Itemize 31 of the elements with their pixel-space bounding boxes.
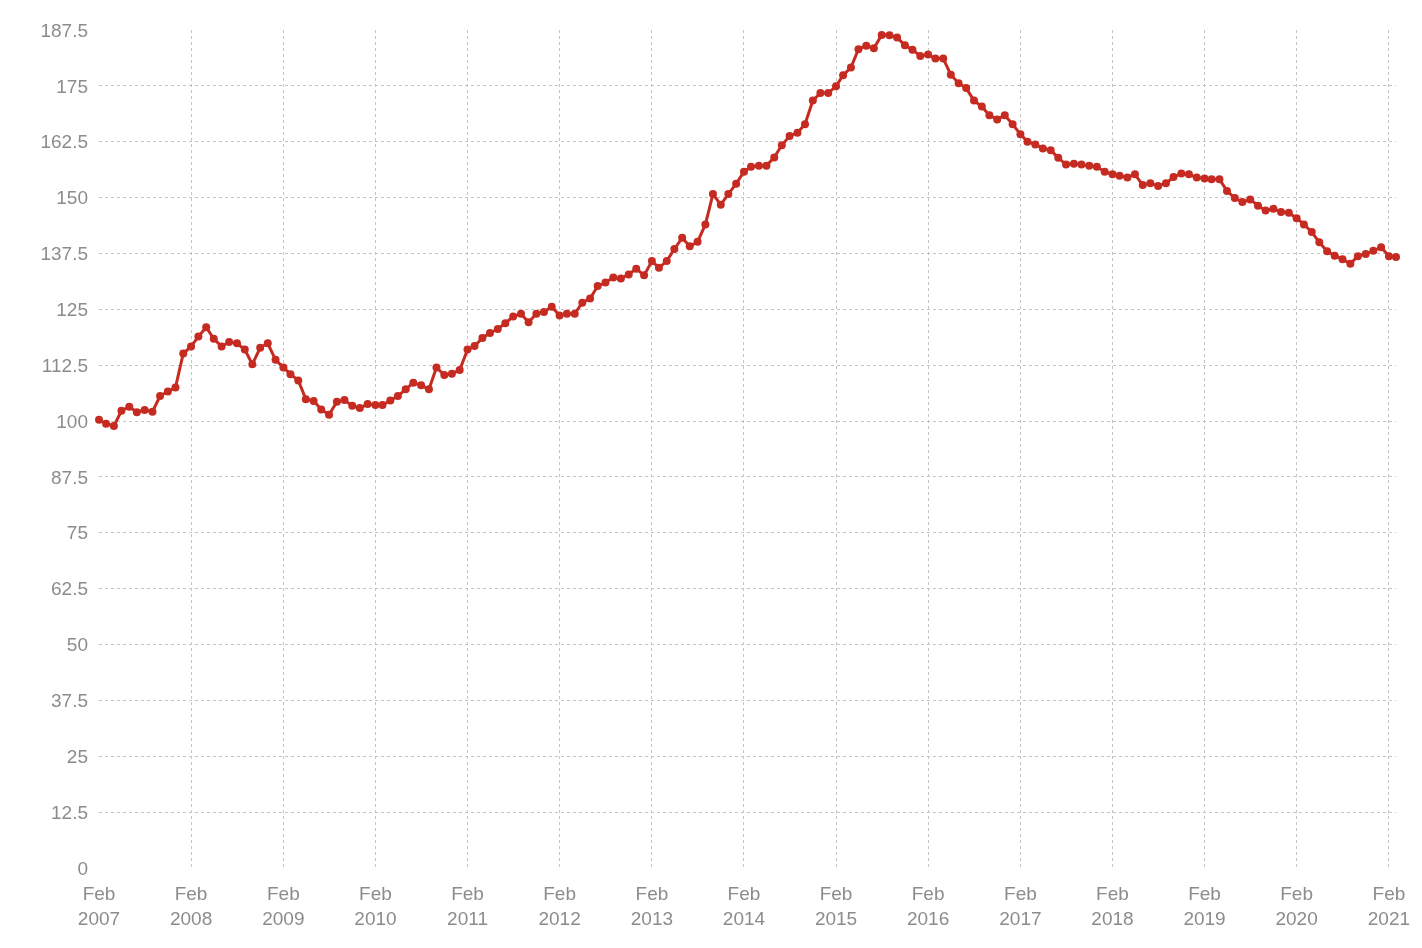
x-tick-label: Feb 2007 xyxy=(77,883,121,929)
y-tick-label: 50 xyxy=(66,634,88,656)
x-tick-label: Feb 2012 xyxy=(538,883,581,929)
y-tick-label: 137.5 xyxy=(40,243,88,265)
x-tick-label: Feb 2021 xyxy=(1367,883,1411,929)
x-tick-label: Feb 2010 xyxy=(354,883,397,929)
y-tick-label: 87.5 xyxy=(51,466,88,488)
y-tick-label: 125 xyxy=(56,298,88,320)
x-tick-label: Feb 2009 xyxy=(262,883,305,929)
y-tick-label: 175 xyxy=(56,75,88,97)
y-tick-label: 112.5 xyxy=(41,354,88,376)
x-tick-label: Feb 2018 xyxy=(1091,883,1134,929)
y-tick-label: 162.5 xyxy=(40,131,88,153)
y-tick-label: 62.5 xyxy=(51,578,88,600)
y-tick-label: 12.5 xyxy=(51,801,88,823)
x-tick-label: Feb 2015 xyxy=(814,883,858,929)
y-tick-label: 150 xyxy=(56,187,88,209)
x-tick-label: Feb 2020 xyxy=(1275,883,1318,929)
x-tick-label: Feb 2019 xyxy=(1183,883,1226,929)
y-tick-label: 25 xyxy=(66,745,88,767)
y-tick-label: 75 xyxy=(66,522,88,544)
x-tick-label: Feb 2008 xyxy=(169,883,213,929)
y-tick-label: 37.5 xyxy=(51,690,88,712)
x-tick-label: Feb 2014 xyxy=(722,883,766,929)
x-tick-label: Feb 2013 xyxy=(630,883,674,929)
x-tick-label: Feb 2017 xyxy=(999,883,1042,929)
y-tick-label: 100 xyxy=(56,410,88,432)
x-tick-label: Feb 2011 xyxy=(447,883,488,929)
y-tick-label: 0 xyxy=(77,857,88,879)
y-tick-label: 187.5 xyxy=(40,19,88,41)
x-tick-label: Feb 2016 xyxy=(906,883,950,929)
